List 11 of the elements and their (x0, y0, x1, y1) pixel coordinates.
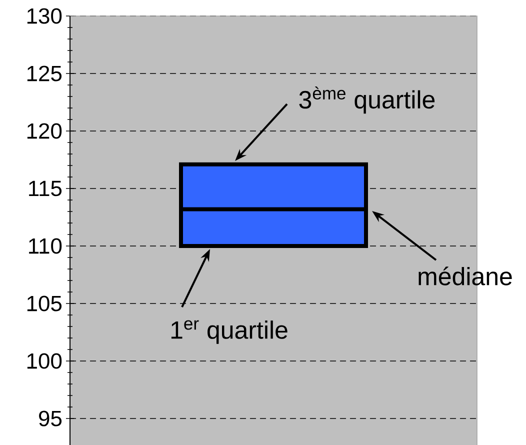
annotation: 3$^{ème}$ quartile (299, 86, 435, 114)
y-tick-label: 125 (27, 66, 62, 82)
annotation: 1$^{er}$ quartile (171, 320, 288, 344)
annotation: médiane (418, 266, 512, 286)
y-tick-label: 100 (27, 353, 62, 369)
y-tick-label: 120 (27, 123, 62, 139)
y-tick-label: 130 (27, 8, 62, 24)
y-tick-label: 105 (27, 296, 62, 312)
y-tick-label: 95 (39, 410, 62, 426)
y-tick-label: 115 (29, 180, 62, 196)
y-tick-label: 110 (29, 238, 62, 254)
